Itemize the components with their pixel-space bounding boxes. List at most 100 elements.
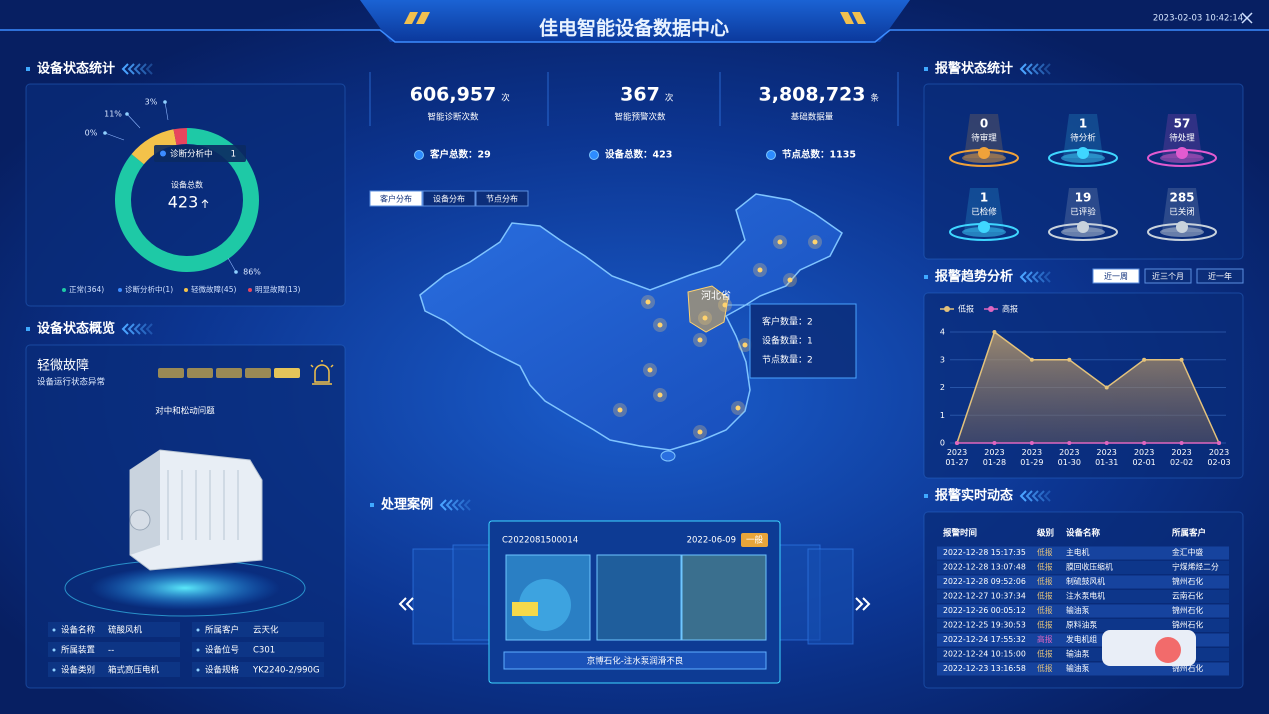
info-bullet: [196, 668, 200, 672]
table-cell: 锦州石化: [1172, 663, 1203, 673]
label-dot: [163, 100, 167, 104]
status-title: 轻微故障: [37, 359, 89, 374]
point: [1142, 441, 1147, 445]
table-row: [937, 561, 1229, 574]
title-chevron: [127, 63, 135, 75]
status-icon: [1077, 221, 1089, 233]
map-point: [617, 407, 623, 413]
datetime: 2023-02-03 10:42:14: [1153, 14, 1243, 24]
map-point: [812, 239, 818, 245]
china-map: [419, 193, 843, 451]
range-label: 近一周: [1104, 271, 1128, 281]
title-chevron: [1043, 490, 1051, 502]
stat-label: 基础数据量: [791, 112, 834, 123]
point: [1179, 441, 1184, 445]
table-cell: 2022-12-24 17:55:32: [943, 635, 1026, 644]
case-level-badge: [741, 533, 768, 547]
info-value: C301: [253, 646, 275, 656]
info-bullet: [52, 668, 56, 672]
tooltip-dot: [160, 150, 166, 157]
table-row: [937, 575, 1229, 589]
map-tab[interactable]: [422, 190, 476, 207]
range-button[interactable]: [1092, 268, 1140, 284]
point: [955, 441, 959, 445]
assistant-widget[interactable]: [1102, 630, 1196, 666]
map-tooltip-line: 客户数量：2: [762, 316, 813, 328]
assistant-avatar: [1155, 637, 1181, 663]
range-button[interactable]: [1196, 268, 1244, 284]
info-label: 所属客户: [205, 625, 239, 636]
title-chevron: [1019, 271, 1027, 283]
legend-label: 高报: [1002, 304, 1018, 314]
x-tick-label: 2023 01-28: [983, 448, 1006, 467]
table-cell: 低报: [1037, 576, 1053, 586]
title-chevron: [121, 63, 129, 75]
series-line: [956, 330, 1220, 444]
title-chevron: [127, 323, 135, 335]
table-cell: 金汇中盛: [1172, 547, 1203, 557]
info-value: 硫酸风机: [108, 625, 143, 636]
table-cell: 输油泵: [1066, 663, 1090, 673]
header-band: [360, 0, 910, 42]
map-point: [697, 337, 703, 343]
point: [1029, 441, 1034, 445]
x-tick-label: 2023 01-27: [945, 448, 968, 467]
table-cell: 低报: [1037, 605, 1053, 615]
status-beacon: [964, 188, 1004, 232]
table-cell: 低报: [1037, 547, 1053, 557]
y-tick-label: 0: [940, 439, 945, 448]
title-chevron: [1031, 490, 1039, 502]
status-label: 待分析: [1070, 133, 1096, 144]
map-tooltip-line: 节点数量：2: [762, 354, 813, 366]
title-chevron: [451, 499, 459, 511]
column-header: 级别: [1036, 528, 1054, 539]
table-cell: 原料油泵: [1066, 620, 1097, 630]
fullscreen-button[interactable]: [1241, 12, 1253, 24]
table-cell: 2022-12-23 13:16:58: [943, 664, 1026, 673]
title-chevron: [463, 499, 471, 511]
alarm-icon: [310, 360, 334, 385]
status-label: 已检修: [971, 207, 997, 218]
legend-label: 轻微故障(45): [191, 284, 236, 294]
prev-arrow[interactable]: [398, 597, 414, 611]
stat-unit: 次: [501, 93, 510, 104]
info-bullet: [196, 628, 200, 632]
table-cell: 注水泵电机: [1066, 591, 1105, 601]
problem: 对中和松动问题: [155, 406, 215, 417]
info-value: --: [108, 646, 114, 656]
section-title: 设备状态概览: [37, 321, 115, 337]
legend-label: 诊断分析中(1): [125, 284, 173, 294]
table-cell: 低报: [1037, 591, 1053, 601]
stat-value: 606,957: [410, 84, 497, 106]
point: [1029, 357, 1034, 362]
point: [992, 330, 997, 334]
legend-label: 明显故障(13): [255, 284, 300, 294]
map-tab[interactable]: [475, 190, 529, 207]
table-cell: 低报: [1037, 663, 1053, 673]
section-title: 报警状态统计: [935, 61, 1013, 77]
map-tab-label: 节点分布: [486, 194, 518, 204]
status-label: 待审理: [971, 133, 997, 144]
title-bullet: [26, 67, 30, 71]
section-title: 处理案例: [380, 497, 433, 513]
title-chevron: [1025, 271, 1033, 283]
point: [992, 441, 997, 445]
map-tab[interactable]: [369, 190, 423, 207]
range-button[interactable]: [1144, 268, 1192, 284]
info-bullet: [52, 648, 56, 652]
info-value: YK2240-2/990G: [252, 666, 320, 676]
donut-value-label: 11%: [104, 110, 122, 119]
x-tick-label: 2023 02-03: [1207, 448, 1230, 467]
map-point: [742, 342, 748, 348]
title-bullet: [924, 67, 928, 71]
table-cell: 制硫鼓风机: [1066, 576, 1105, 586]
column-header: 报警时间: [943, 528, 977, 539]
tooltip-name: 诊断分析中: [170, 149, 213, 160]
point: [1067, 357, 1072, 362]
table-row: [937, 604, 1229, 618]
total-icon: [589, 150, 599, 160]
next-arrow[interactable]: [855, 597, 871, 611]
map-point: [777, 239, 783, 245]
stat-value: 3,808,723: [759, 84, 866, 106]
title-chevron: [133, 323, 141, 335]
